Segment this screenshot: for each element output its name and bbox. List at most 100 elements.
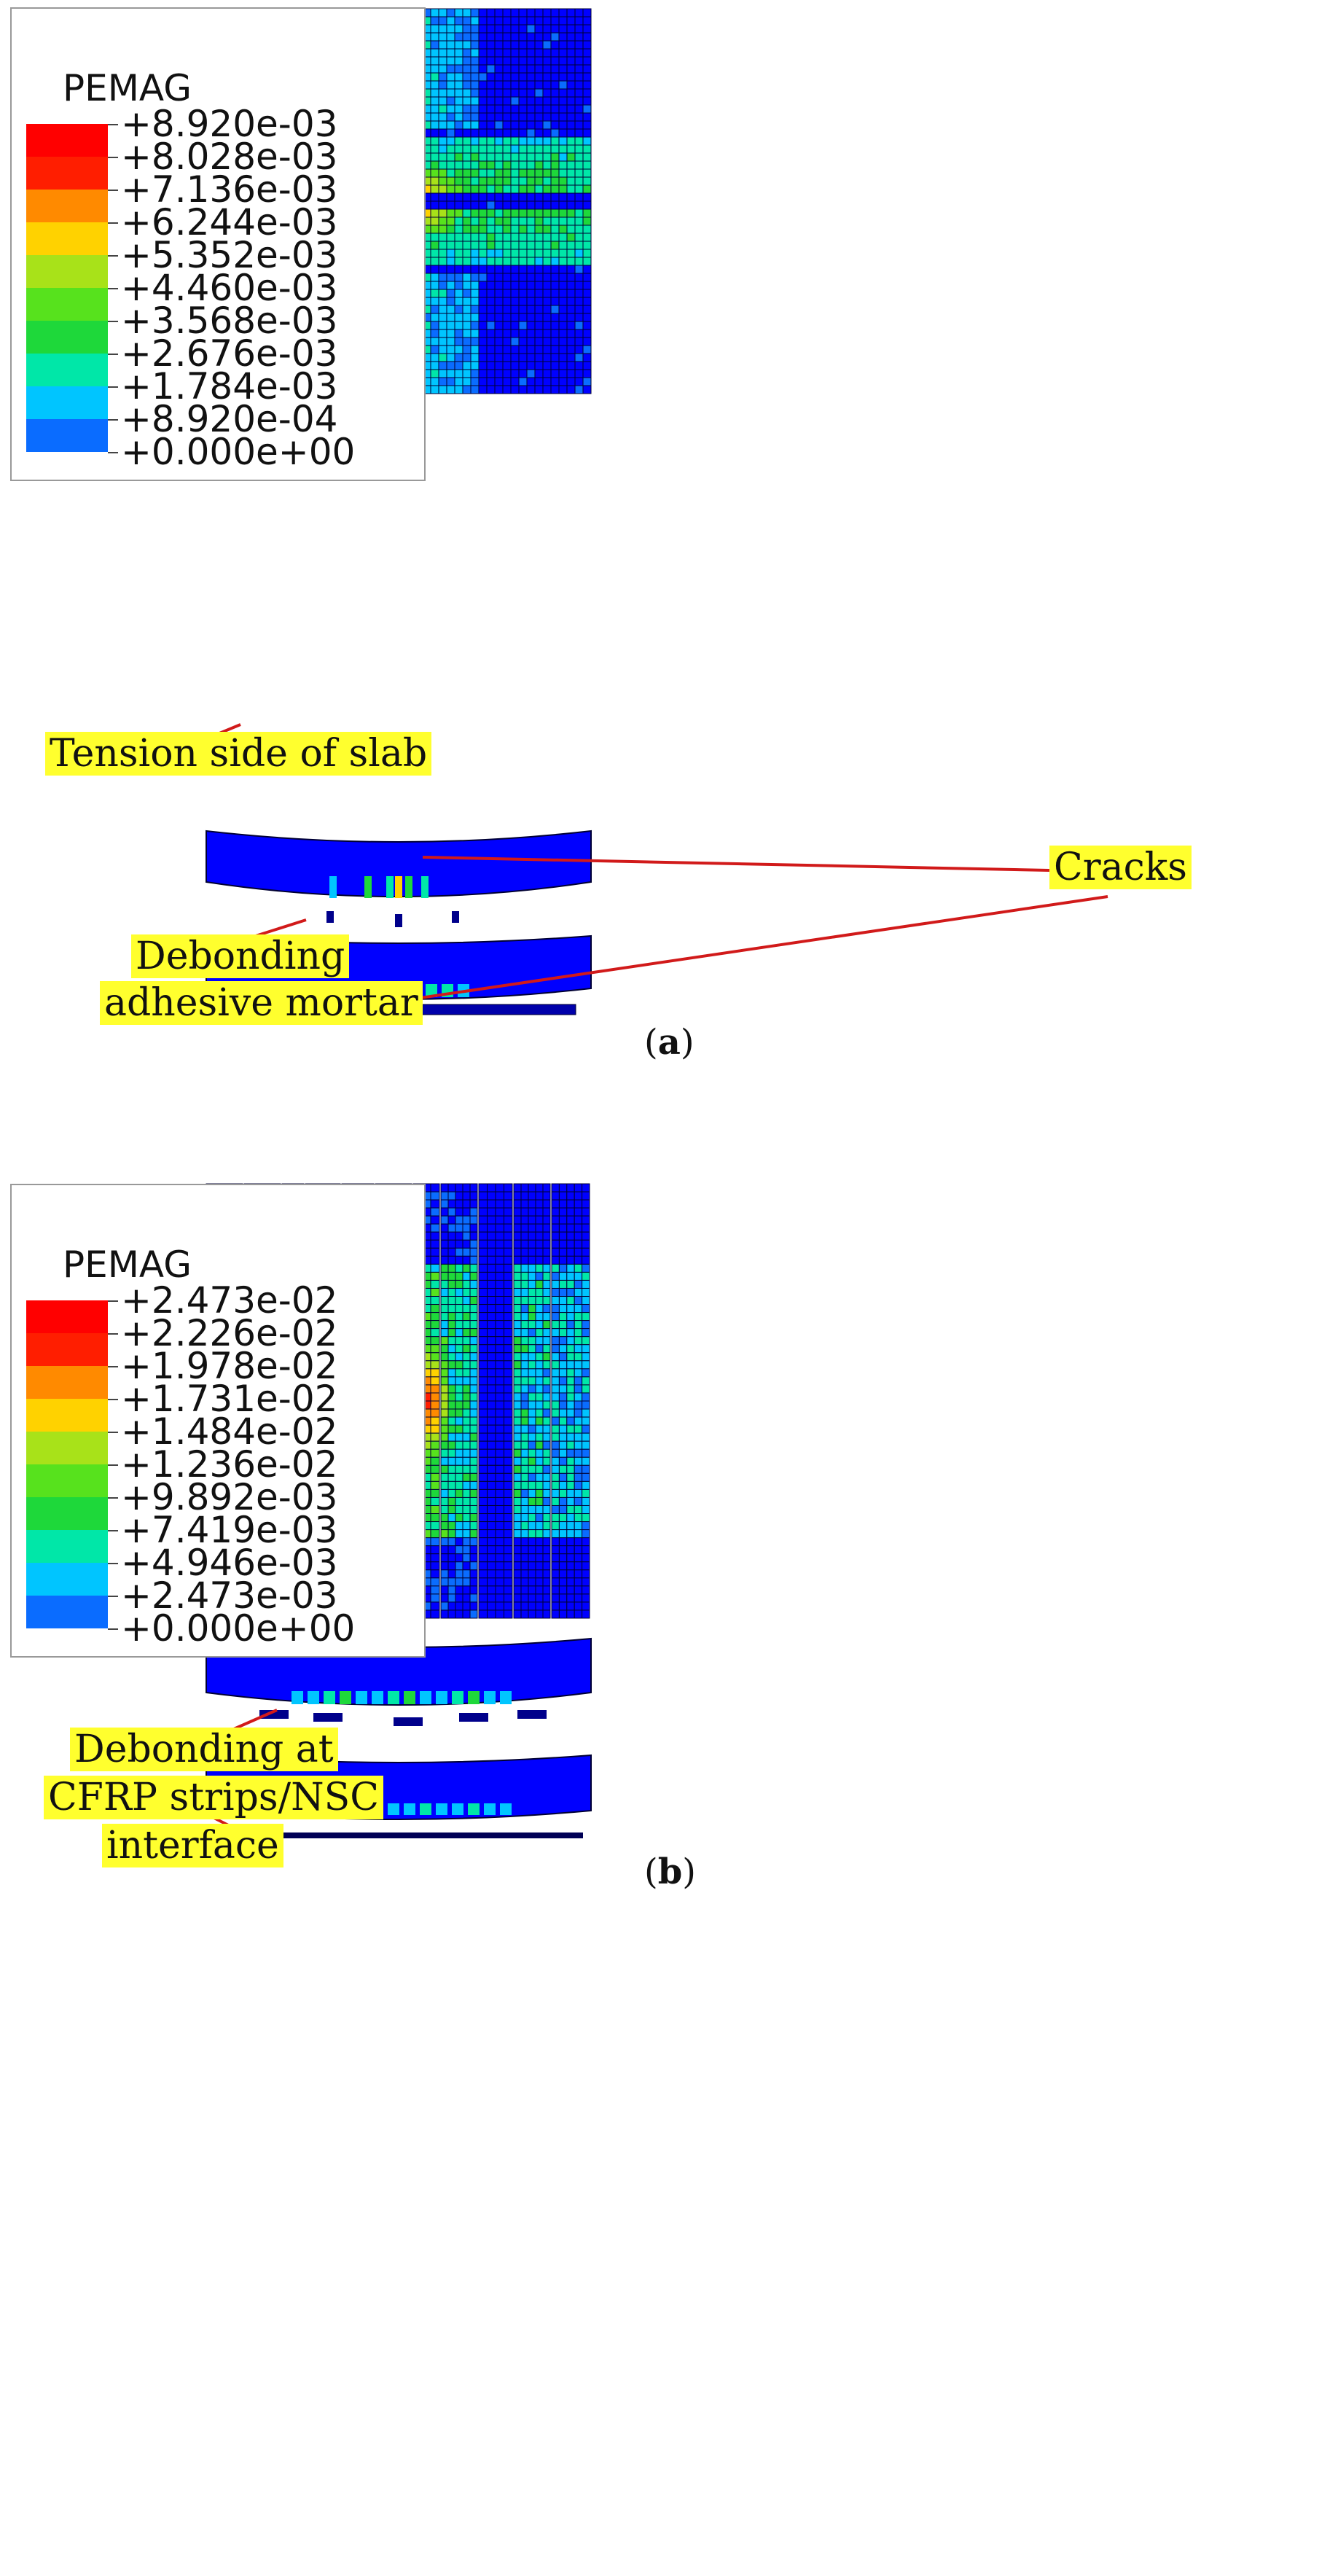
- mesh-cell: [455, 1392, 463, 1402]
- mesh-cell: [574, 281, 584, 290]
- mesh-cell: [430, 1440, 440, 1450]
- mesh-cell: [504, 1432, 513, 1442]
- mesh-cell: [513, 1328, 522, 1338]
- mesh-cell: [542, 1384, 551, 1394]
- mesh-cell: [438, 160, 447, 170]
- mesh-cell: [440, 1344, 449, 1354]
- mesh-cell: [574, 1440, 583, 1450]
- mesh-cell: [566, 1513, 575, 1523]
- mesh-cell: [558, 369, 568, 378]
- mesh-cell: [513, 1545, 522, 1555]
- mesh-cell: [566, 265, 576, 274]
- mesh-cell: [430, 1593, 440, 1603]
- mesh-cell: [582, 369, 592, 378]
- mesh-cell: [542, 1239, 551, 1249]
- mesh-cell: [478, 1440, 488, 1450]
- mesh-cell: [574, 80, 584, 90]
- mesh-cell: [566, 192, 576, 202]
- mesh-cell: [535, 1448, 544, 1458]
- mesh-cell: [430, 160, 439, 170]
- mesh-cell: [551, 1601, 560, 1611]
- mesh-cell: [502, 184, 512, 194]
- mesh-cell: [520, 1480, 529, 1490]
- mesh-cell: [542, 1521, 551, 1531]
- mesh-cell: [551, 1215, 560, 1225]
- mesh-cell: [447, 1464, 456, 1474]
- mesh-cell: [574, 216, 584, 226]
- mesh-cell: [462, 160, 472, 170]
- mesh-cell: [582, 24, 592, 34]
- mesh-cell: [478, 144, 488, 154]
- mesh-cell: [510, 64, 520, 74]
- mesh-cell: [504, 1440, 513, 1450]
- mesh-cell: [469, 1545, 478, 1555]
- mesh-cell: [582, 289, 592, 298]
- mesh-cell: [566, 1392, 575, 1402]
- mesh-cell: [462, 1513, 471, 1523]
- mesh-cell: [487, 1480, 496, 1490]
- mesh-cell: [440, 1561, 449, 1571]
- mesh-cell: [438, 80, 447, 90]
- mesh-cell: [462, 321, 472, 330]
- mesh-cell: [513, 1593, 522, 1603]
- mesh-cell: [504, 1472, 513, 1482]
- mesh-cell: [558, 257, 568, 266]
- mesh-cell: [470, 32, 480, 42]
- mesh-cell: [520, 1440, 529, 1450]
- mesh-cell: [526, 313, 536, 322]
- mesh-cell: [455, 1255, 463, 1265]
- mesh-cell: [582, 1352, 590, 1362]
- mesh-cell: [520, 1231, 529, 1241]
- mesh-cell: [566, 321, 576, 330]
- mesh-cell: [430, 120, 439, 130]
- mesh-cell: [566, 385, 576, 394]
- mesh-cell: [582, 1488, 590, 1498]
- mesh-cell: [478, 1432, 488, 1442]
- mesh-cell: [551, 1513, 560, 1523]
- mesh-cell: [558, 313, 568, 322]
- mesh-cell: [574, 313, 584, 322]
- mesh-cell: [551, 1312, 560, 1322]
- mesh-cell: [455, 1207, 463, 1217]
- mesh-cell: [513, 1199, 522, 1209]
- mesh-cell: [542, 1569, 551, 1579]
- legend-swatch: [26, 321, 108, 354]
- mesh-cell: [469, 1464, 478, 1474]
- mesh-cell: [582, 1577, 590, 1587]
- mesh-cell: [551, 1593, 560, 1603]
- mesh-cell: [574, 305, 584, 314]
- mesh-cell: [502, 80, 512, 90]
- mesh-cell: [574, 1496, 583, 1506]
- mesh-cell: [574, 1304, 583, 1314]
- mesh-cell: [510, 152, 520, 162]
- mesh-cell: [542, 104, 552, 114]
- mesh-cell: [513, 1336, 522, 1346]
- mesh-cell: [454, 313, 463, 322]
- mesh-cell: [582, 1223, 590, 1233]
- mesh-cell: [534, 176, 544, 186]
- mesh-cell: [469, 1368, 478, 1378]
- mesh-cell: [447, 1320, 456, 1330]
- mesh-cell: [470, 241, 480, 250]
- mesh-cell: [478, 216, 488, 226]
- mesh-cell: [446, 32, 455, 42]
- mesh-cell: [542, 265, 552, 274]
- mesh-cell: [462, 1320, 471, 1330]
- mesh-cell: [566, 1231, 575, 1241]
- mesh-cell: [446, 80, 455, 90]
- mesh-cell: [447, 1432, 456, 1442]
- mesh-cell: [542, 208, 552, 218]
- mesh-cell: [438, 176, 447, 186]
- mesh-cell: [438, 273, 447, 282]
- mesh-cell: [513, 1432, 522, 1442]
- mesh-cell: [535, 1432, 544, 1442]
- mesh-cell: [542, 313, 552, 322]
- mesh-cell: [486, 265, 496, 274]
- mesh-cell: [504, 1376, 513, 1386]
- mesh-cell: [430, 1585, 440, 1595]
- mesh-cell: [566, 1255, 575, 1265]
- mesh-cell: [504, 1215, 513, 1225]
- mesh-cell: [551, 1247, 560, 1257]
- mesh-cell: [462, 112, 472, 122]
- mesh-cell: [454, 88, 463, 98]
